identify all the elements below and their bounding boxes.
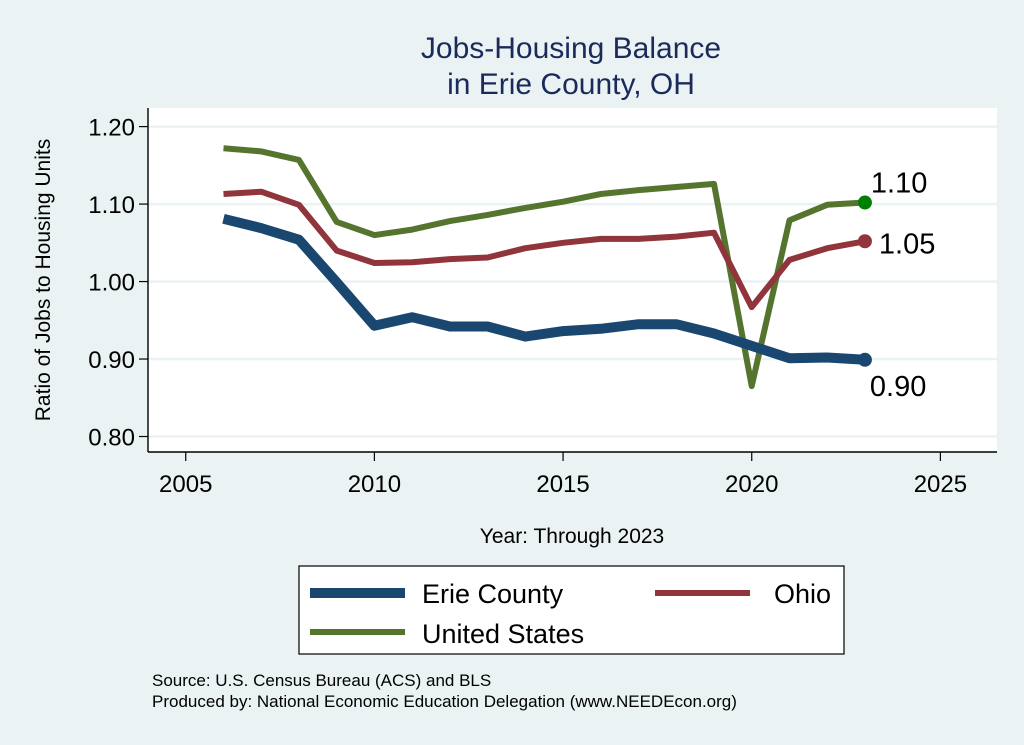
x-tick-label: 2020: [725, 471, 778, 498]
legend-label-ohio: Ohio: [774, 579, 831, 609]
end-label-ohio: 1.05: [879, 228, 935, 260]
x-tick-label: 2010: [348, 471, 401, 498]
end-marker-united-states: [857, 195, 872, 210]
legend: Erie County Ohio United States: [298, 565, 845, 655]
legend-box: [298, 565, 845, 655]
legend-label-erie-county: Erie County: [422, 579, 564, 609]
y-tick-label: 1.00: [88, 270, 135, 297]
x-axis-title: Year: Through 2023: [480, 525, 665, 548]
y-axis-title: Ratio of Jobs to Housing Units: [32, 139, 55, 421]
producer-note: Produced by: National Economic Education…: [152, 692, 737, 711]
plot-area: [148, 108, 997, 452]
end-labels: 0.90 1.05 1.10: [870, 168, 935, 403]
x-axis-ticks: 2005 2010 2015 2020 2025: [159, 452, 967, 498]
legend-label-united-states: United States: [422, 619, 584, 649]
x-tick-label: 2015: [536, 471, 589, 498]
y-tick-label: 0.90: [88, 347, 135, 374]
series-line-ohio: [223, 188, 866, 311]
y-tick-label: 1.10: [88, 192, 135, 219]
x-tick-label: 2025: [914, 471, 967, 498]
end-label-united-states: 1.10: [871, 168, 927, 200]
chart-title-line-1: Jobs-Housing Balance: [421, 32, 721, 65]
chart-title-line-2: in Erie County, OH: [447, 68, 695, 101]
y-tick-label: 1.20: [88, 115, 135, 142]
x-tick-label: 2005: [159, 471, 212, 498]
series-line-united-states: [223, 145, 866, 390]
series-line-erie-county: [222, 213, 866, 365]
axes: [147, 108, 997, 453]
source-note: Source: U.S. Census Bureau (ACS) and BLS: [152, 671, 491, 690]
y-axis-ticks: 0.80 0.90 1.00 1.10 1.20: [88, 115, 148, 452]
series-lines: [222, 145, 872, 390]
end-label-erie-county: 0.90: [870, 371, 926, 403]
end-marker-ohio: [857, 234, 872, 249]
y-tick-label: 0.80: [88, 425, 135, 452]
end-marker-erie-county: [857, 352, 872, 367]
